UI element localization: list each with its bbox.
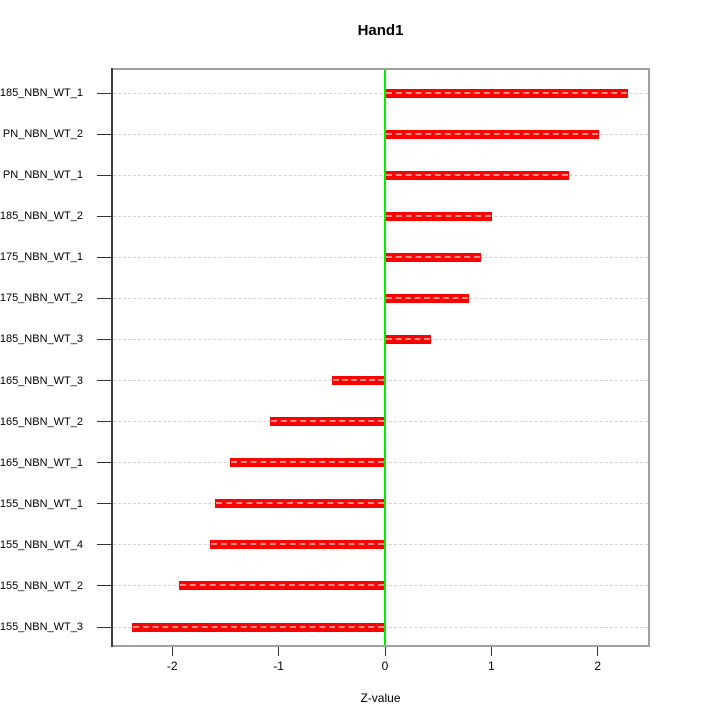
- gridline: [113, 256, 648, 258]
- y-axis-tick: [97, 297, 112, 299]
- bar: [385, 293, 470, 303]
- bar-centerline: [271, 420, 384, 423]
- y-axis-line: [111, 68, 113, 647]
- y-axis-label: E165_NBN_WT_1: [0, 456, 83, 469]
- bar-centerline: [179, 584, 384, 587]
- bar: [385, 88, 628, 98]
- bar-centerline: [386, 173, 568, 176]
- y-axis-tick: [97, 380, 112, 382]
- gridline: [113, 174, 648, 176]
- gridline: [113, 338, 648, 340]
- y-axis-label: PN_NBN_WT_2: [2, 128, 83, 141]
- x-axis-tick: [278, 647, 280, 656]
- bar: [385, 334, 431, 344]
- y-axis-tick: [97, 338, 112, 340]
- gridline: [113, 133, 648, 135]
- x-axis-tick: [490, 647, 492, 656]
- bar: [214, 499, 385, 509]
- bar: [331, 376, 385, 386]
- y-axis-tick: [97, 585, 112, 587]
- y-axis-label: E175_NBN_WT_1: [0, 251, 83, 264]
- y-axis-label: E165_NBN_WT_2: [0, 415, 83, 428]
- x-axis-tick-label: 2: [594, 659, 602, 673]
- gridline: [113, 92, 648, 94]
- bar-centerline: [386, 255, 480, 258]
- bar: [131, 622, 385, 632]
- bar-centerline: [386, 214, 492, 217]
- bar: [385, 129, 599, 139]
- y-axis-label: E155_NBN_WT_3: [0, 621, 83, 633]
- x-axis-tick-label: -2: [166, 659, 178, 673]
- y-axis-label: E155_NBN_WT_2: [0, 579, 83, 592]
- y-axis-tick: [97, 133, 112, 135]
- bar-centerline: [386, 296, 469, 299]
- bar: [385, 211, 493, 221]
- y-axis-tick: [97, 215, 112, 217]
- bar-centerline: [132, 625, 384, 628]
- chart-title: Hand1: [357, 22, 404, 39]
- y-axis-label: E185_NBN_WT_1: [0, 87, 83, 99]
- bar: [385, 170, 569, 180]
- x-axis-tick-label: 0: [381, 659, 389, 673]
- bar: [209, 540, 385, 550]
- y-axis-label: E155_NBN_WT_4: [0, 538, 83, 551]
- bar-centerline: [210, 543, 384, 546]
- bar-centerline: [386, 132, 598, 135]
- plot-area: Z-value E185_NBN_WT_1 PN_NBN_WT_2 PN_NBN_W…: [0, 68, 650, 705]
- x-axis-title: Z-value: [360, 691, 401, 705]
- zero-reference-line: [384, 70, 386, 645]
- y-axis-label: E185_NBN_WT_2: [0, 210, 83, 223]
- y-axis-label: E185_NBN_WT_3: [0, 333, 83, 346]
- y-axis-tick: [97, 92, 112, 94]
- bar: [385, 252, 481, 262]
- bar: [229, 458, 385, 468]
- y-axis-label: E155_NBN_WT_1: [0, 497, 83, 510]
- y-axis-tick: [97, 626, 112, 628]
- bar-centerline: [332, 379, 384, 382]
- y-axis-tick: [97, 421, 112, 423]
- y-axis-tick: [97, 544, 112, 546]
- bar: [178, 581, 385, 591]
- x-axis-tick: [597, 647, 599, 656]
- x-axis-tick: [171, 647, 173, 656]
- gridline: [113, 215, 648, 217]
- y-axis-label: E175_NBN_WT_2: [0, 292, 83, 305]
- y-axis-label: E165_NBN_WT_3: [0, 374, 83, 387]
- x-axis-tick: [384, 647, 386, 656]
- bar-centerline: [230, 461, 384, 464]
- y-axis-label: PN_NBN_WT_1: [2, 169, 83, 182]
- bar-centerline: [386, 91, 627, 94]
- x-axis-tick-label: -1: [273, 659, 284, 673]
- gridline: [113, 297, 648, 299]
- bar-centerline: [386, 337, 430, 340]
- x-axis-tick-label: 1: [488, 659, 495, 673]
- bar: [270, 417, 385, 427]
- bar-centerline: [215, 502, 384, 505]
- y-axis-tick: [97, 503, 112, 505]
- y-axis-tick: [97, 174, 112, 176]
- y-axis-tick: [97, 462, 112, 464]
- y-axis-tick: [97, 256, 112, 258]
